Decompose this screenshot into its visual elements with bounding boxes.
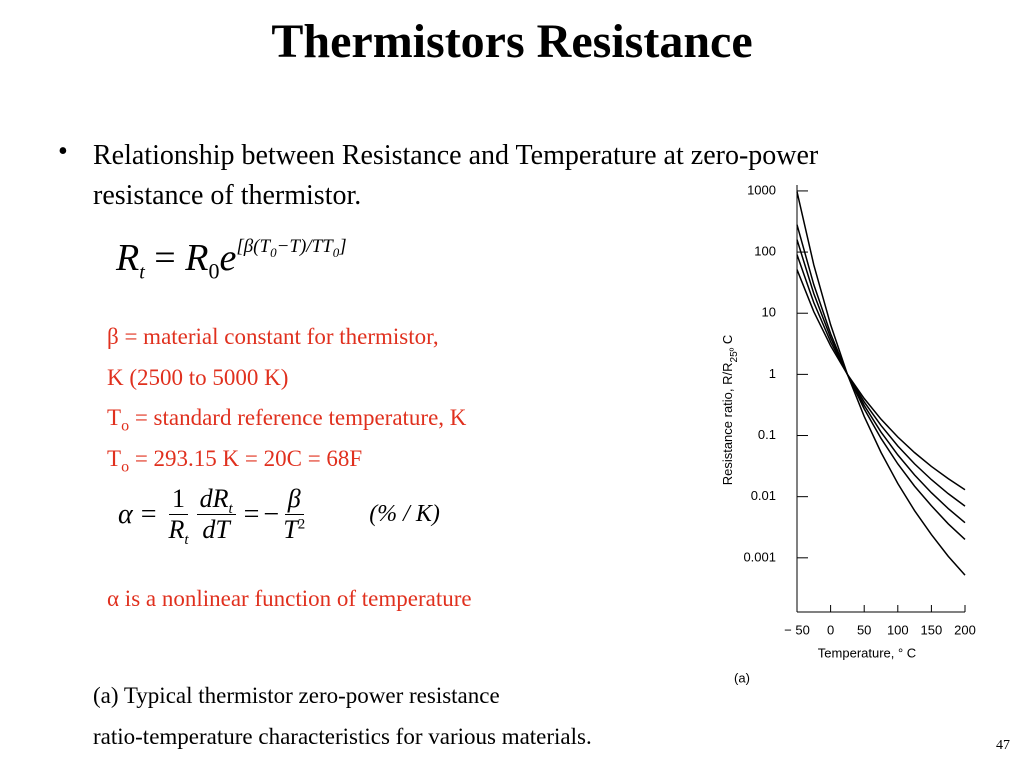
page-number: 47 bbox=[996, 738, 1010, 753]
definition-part: o bbox=[121, 458, 130, 476]
y-tick-label: 0.001 bbox=[743, 549, 776, 564]
x-tick-label: − 50 bbox=[784, 622, 810, 637]
formula-part: α bbox=[118, 498, 133, 530]
definition: To = 293.15 K = 20C = 68F bbox=[107, 446, 363, 475]
formula-part: t bbox=[228, 501, 233, 518]
y-tick-label: 10 bbox=[762, 305, 776, 320]
formula-part: = bbox=[140, 498, 157, 530]
caption: ratio-temperature characteristics for va… bbox=[93, 724, 592, 749]
formula-part: 0 bbox=[270, 245, 277, 261]
formula-part: t bbox=[184, 532, 189, 549]
definition-part: = 293.15 K = 20C = 68F bbox=[134, 446, 363, 471]
formula-part: e bbox=[219, 237, 237, 279]
definition-part: o bbox=[121, 417, 130, 435]
chart-label: (a) bbox=[734, 670, 750, 685]
definition-part: = standard reference temperature, K bbox=[134, 405, 467, 430]
formula-part: R bbox=[185, 237, 209, 279]
formula-part: 2 bbox=[297, 516, 306, 533]
bullet-text: Relationship between Resistance and Temp… bbox=[93, 140, 819, 211]
formula-part: 0 bbox=[208, 258, 220, 284]
y-tick-label: 0.1 bbox=[758, 427, 776, 442]
curve bbox=[796, 224, 966, 540]
definition-part: T bbox=[107, 446, 122, 471]
y-tick-label: 100 bbox=[754, 244, 776, 259]
formula-part: β bbox=[284, 484, 304, 515]
fraction: dRt dT bbox=[196, 484, 236, 545]
definition: β = material constant for thermistor, bbox=[107, 324, 439, 349]
bullet-marker: • bbox=[58, 136, 68, 167]
y-tick-label: 1 bbox=[769, 366, 776, 381]
formula-part: T bbox=[283, 515, 298, 544]
formula-part: 0 bbox=[332, 245, 340, 261]
formula-part: dR bbox=[199, 484, 229, 513]
definition: To = standard reference temperature, K bbox=[107, 405, 467, 434]
curve bbox=[796, 191, 966, 576]
slide-title: Thermistors Resistance bbox=[271, 15, 753, 68]
caption: (a) Typical thermistor zero-power resist… bbox=[93, 683, 500, 708]
y-label-part: Resistance ratio, R/R bbox=[720, 362, 735, 485]
formula-part: R bbox=[168, 515, 185, 544]
x-tick-label: 50 bbox=[857, 622, 871, 637]
formula-resistance: Rt = R0e[β(T0−T)/TT0] bbox=[116, 236, 347, 283]
definition: K (2500 to 5000 K) bbox=[107, 365, 289, 390]
formula-part: dT bbox=[202, 515, 230, 544]
formula-part: −T)/TT bbox=[276, 236, 333, 258]
x-tick-label: 100 bbox=[887, 622, 909, 637]
y-axis-label: Resistance ratio, R/R25º C bbox=[720, 335, 739, 486]
formula-part: R bbox=[116, 237, 140, 279]
y-label-part: C bbox=[720, 335, 735, 348]
formula-part: 1 bbox=[169, 484, 189, 515]
curve bbox=[796, 269, 966, 491]
y-tick-label: 0.01 bbox=[751, 488, 776, 503]
formula-part: t bbox=[139, 261, 145, 284]
y-label-part: 25º bbox=[729, 347, 740, 362]
formula-part: ] bbox=[339, 236, 347, 258]
formula-part: = bbox=[154, 237, 176, 279]
formula-part: − bbox=[263, 498, 280, 530]
formula-part: = bbox=[243, 498, 260, 530]
formula-part: [β(T bbox=[236, 236, 271, 258]
curve bbox=[796, 254, 966, 507]
x-tick-label: 0 bbox=[827, 622, 834, 637]
formula-alpha: α = 1 Rt dRt dT = − β T2 (% / K) bbox=[118, 484, 440, 549]
x-axis-label: Temperature, ° C bbox=[818, 645, 916, 660]
x-tick-label: 200 bbox=[954, 622, 976, 637]
fraction: 1 Rt bbox=[168, 484, 189, 549]
definition-part: T bbox=[107, 405, 122, 430]
y-tick-label: 1000 bbox=[747, 182, 776, 197]
note: α is a nonlinear function of temperature bbox=[107, 586, 472, 611]
curve bbox=[796, 239, 966, 524]
fraction: β T2 bbox=[283, 484, 305, 545]
x-tick-label: 150 bbox=[921, 622, 943, 637]
formula-part: (% / K) bbox=[369, 501, 440, 527]
formula-exponent: [β(T0−T)/TT0] bbox=[236, 236, 347, 261]
